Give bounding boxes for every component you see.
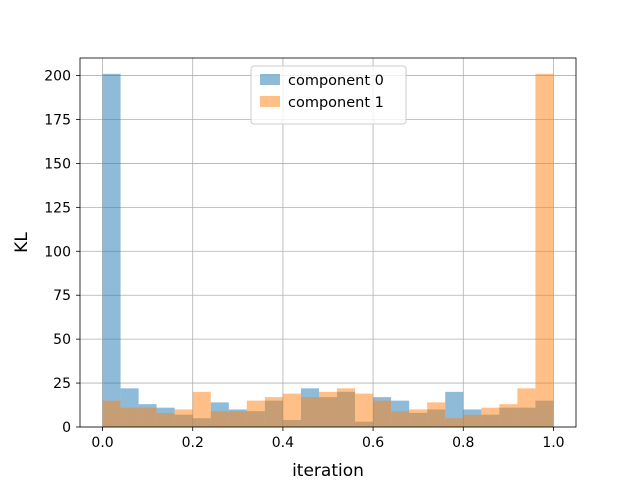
bar-series1-bin9 [264,397,283,427]
bar-series1-bin4 [174,409,193,427]
bar-series1-bin18 [427,402,446,427]
bar-series1-bin23 [517,388,536,427]
x-tick-label-4: 0.8 [452,435,474,451]
x-axis-label: iteration [292,461,364,480]
x-tick-label-3: 0.6 [362,435,384,451]
x-tick-label-5: 1.0 [542,435,564,451]
bar-series1-bin24 [535,73,554,428]
bar-series1-bin6 [210,411,229,427]
bar-series1-bin10 [282,393,301,427]
legend-label-1: component 1 [288,95,384,111]
bar-series1-bin16 [391,411,410,427]
bar-series1-bin8 [246,400,265,427]
legend: component 0 component 1 [250,65,407,125]
y-tick-label-3: 75 [53,288,71,304]
plot-frame [79,57,577,428]
bars [102,73,554,428]
bar-series0-bin0 [102,73,121,428]
y-axis-label: KL [12,232,32,253]
bar-series1-bin11 [300,397,319,427]
legend-box [250,65,407,125]
y-tick-label-7: 175 [44,113,71,129]
y-tick-label-2: 50 [53,332,71,348]
y-tick-label-1: 25 [53,376,71,392]
y-tick-label-4: 100 [44,244,71,260]
legend-label-0: component 0 [288,73,384,89]
bar-series1-bin22 [499,404,518,427]
legend-swatch-0 [260,74,280,85]
x-tick-label-1: 0.2 [182,435,204,451]
bar-series1-bin15 [373,400,392,427]
bar-series1-bin14 [355,393,374,427]
bar-series1-bin13 [337,388,356,427]
bar-series1-bin19 [445,418,464,427]
bar-series1-bin12 [318,391,338,427]
bar-series1-bin21 [481,407,500,427]
y-tick-label-0: 0 [62,420,71,436]
x-tick-label-0: 0.0 [91,435,113,451]
bar-series1-bin2 [138,407,157,427]
bar-series1-bin17 [409,409,428,427]
bar-series1-bin5 [192,391,211,427]
legend-swatch-1 [260,96,280,107]
y-tick-label-8: 200 [44,69,71,85]
bar-series1-bin20 [463,414,482,427]
y-tick-label-5: 125 [44,200,71,216]
bar-series1-bin0 [102,400,121,427]
bar-series1-bin1 [120,407,139,427]
bar-series1-bin3 [156,412,175,427]
y-tick-label-6: 150 [44,156,71,172]
ticks: 0.0 0.2 0.4 0.6 0.8 1.0 0 25 50 75 100 125 150 175 200 [44,69,564,451]
bar-series1-bin7 [228,411,247,427]
x-tick-label-2: 0.4 [272,435,294,451]
axes-frame [79,57,577,428]
